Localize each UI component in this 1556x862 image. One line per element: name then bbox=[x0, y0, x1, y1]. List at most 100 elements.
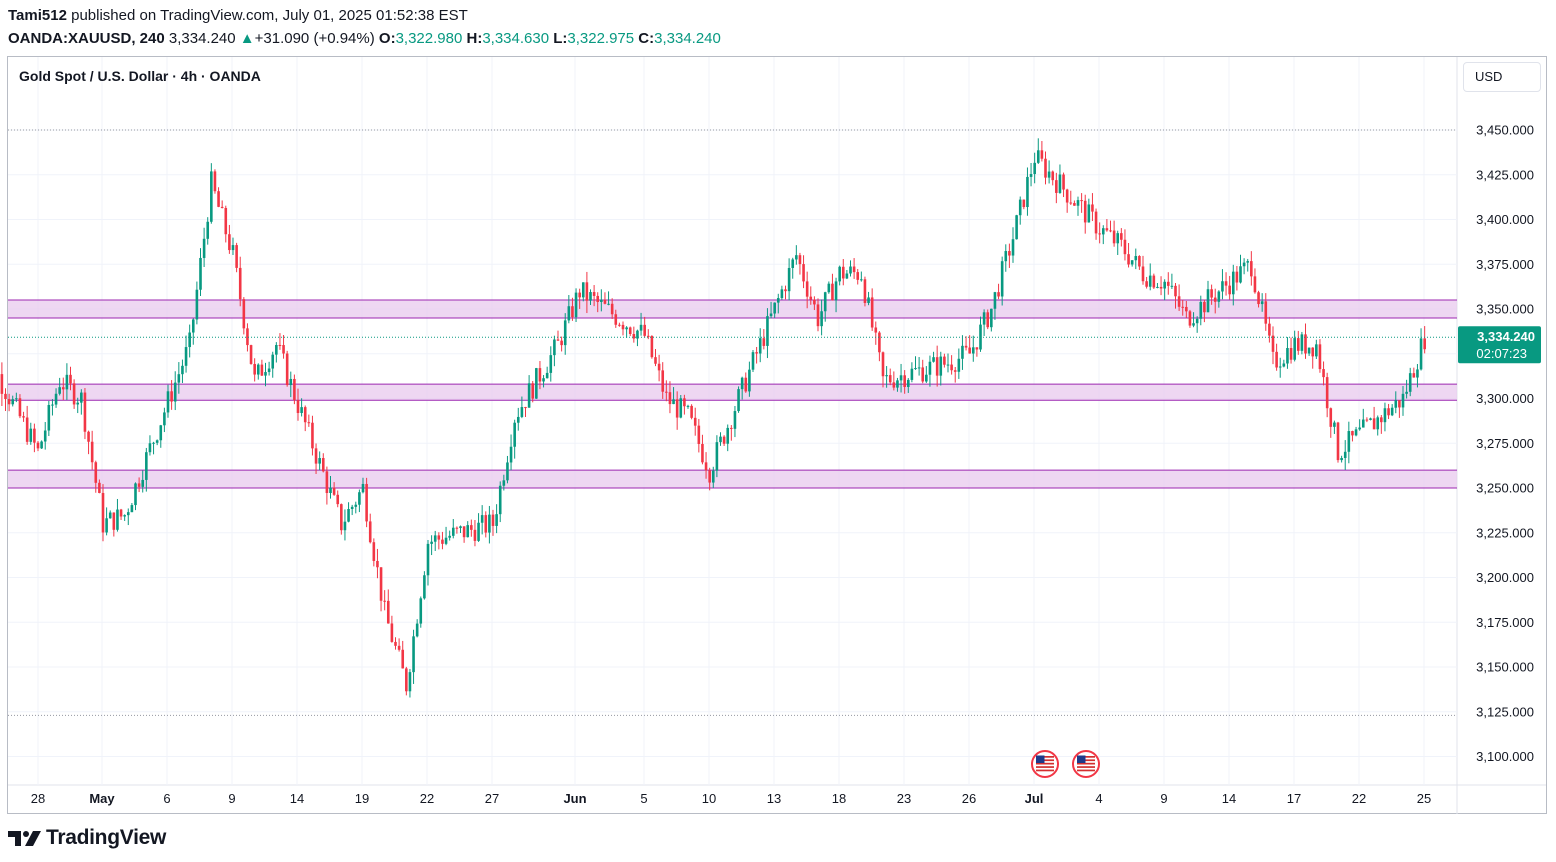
candle-body bbox=[303, 407, 307, 423]
candle-body bbox=[191, 319, 195, 333]
candle-body bbox=[1231, 271, 1235, 295]
candle-body bbox=[1394, 400, 1398, 408]
candle-body bbox=[1044, 158, 1047, 178]
candle-body bbox=[1087, 204, 1091, 223]
candle-body bbox=[329, 487, 332, 494]
candle-body bbox=[1300, 334, 1304, 351]
candle-body bbox=[506, 462, 509, 481]
candle-body bbox=[1123, 239, 1127, 255]
candle-body bbox=[173, 382, 177, 402]
candle-body bbox=[1065, 189, 1069, 203]
candle-body bbox=[1250, 261, 1253, 277]
candle-body bbox=[1235, 271, 1239, 283]
candle-body bbox=[477, 522, 480, 541]
candle-body bbox=[1185, 306, 1188, 312]
time-tick-label: 17 bbox=[1287, 791, 1301, 806]
time-tick-label: 27 bbox=[485, 791, 499, 806]
candle-body bbox=[58, 387, 61, 394]
candle-body bbox=[1145, 281, 1148, 287]
price-tick-label: 3,100.000 bbox=[1476, 749, 1534, 764]
candle-body bbox=[535, 368, 538, 399]
us-flag-icon[interactable] bbox=[1031, 750, 1059, 778]
candle-body bbox=[22, 416, 25, 418]
candle-body bbox=[249, 345, 253, 364]
candle-body bbox=[1159, 286, 1163, 289]
candle-body bbox=[1116, 233, 1120, 244]
candle-body bbox=[621, 324, 625, 330]
candle-body bbox=[61, 387, 65, 390]
candle-body bbox=[849, 266, 852, 274]
candle-body bbox=[914, 368, 917, 370]
candle-body bbox=[98, 482, 101, 493]
candle-body bbox=[1101, 228, 1105, 235]
candle-body bbox=[307, 422, 311, 424]
candle-body bbox=[1109, 230, 1112, 232]
candle-body bbox=[145, 452, 148, 480]
time-tick-label: 9 bbox=[1160, 791, 1167, 806]
price-badge bbox=[1458, 326, 1541, 364]
candle-body bbox=[574, 292, 578, 318]
candle-body bbox=[0, 374, 4, 394]
candle-body bbox=[1336, 422, 1340, 461]
candle-body bbox=[7, 399, 11, 405]
candle-body bbox=[672, 399, 675, 405]
candle-body bbox=[1387, 408, 1390, 416]
flag-stripe bbox=[1036, 769, 1054, 772]
time-tick-label: 9 bbox=[228, 791, 235, 806]
candle-body bbox=[997, 292, 1000, 297]
candle-body bbox=[737, 389, 740, 412]
candle-body bbox=[1286, 348, 1289, 364]
candle-body bbox=[1333, 422, 1336, 427]
candle-body bbox=[625, 327, 628, 330]
low-value: 3,322.975 bbox=[567, 30, 635, 47]
time-tick-label: 22 bbox=[420, 791, 434, 806]
candle-body bbox=[199, 257, 202, 290]
candle-body bbox=[581, 282, 585, 298]
candle-body bbox=[1423, 338, 1426, 350]
candle-body bbox=[636, 330, 639, 339]
candle-body bbox=[990, 308, 993, 328]
time-tick-label: 6 bbox=[163, 791, 170, 806]
candle-body bbox=[448, 535, 451, 538]
candle-body bbox=[1293, 338, 1296, 360]
candle-body bbox=[834, 281, 838, 301]
chart-frame bbox=[7, 56, 1547, 814]
flag-stripe bbox=[1036, 756, 1054, 758]
candle-body bbox=[697, 425, 701, 444]
brand-name: TradingView bbox=[46, 826, 167, 849]
candle-body bbox=[256, 364, 260, 375]
candle-body bbox=[459, 526, 462, 529]
candle-body bbox=[188, 332, 191, 348]
candle-body bbox=[1055, 180, 1058, 193]
time-tick-label: 28 bbox=[31, 791, 45, 806]
author-name[interactable]: Tami512 bbox=[8, 7, 67, 24]
candle-body bbox=[874, 327, 878, 333]
candle-body bbox=[527, 383, 531, 408]
candle-body bbox=[650, 336, 654, 358]
candle-body bbox=[253, 363, 256, 375]
candle-body bbox=[134, 483, 137, 506]
tradingview-logo[interactable]: TradingView bbox=[8, 826, 166, 850]
candle-body bbox=[665, 391, 668, 393]
candle-body bbox=[813, 299, 816, 305]
candle-body bbox=[491, 514, 495, 526]
candle-body bbox=[769, 313, 773, 317]
time-tick-label: 23 bbox=[897, 791, 911, 806]
candle-body bbox=[516, 416, 520, 423]
currency-button[interactable]: USD bbox=[1463, 62, 1541, 92]
candle-body bbox=[932, 357, 935, 362]
candle-body bbox=[267, 368, 271, 373]
candle-body bbox=[708, 470, 711, 483]
candle-body bbox=[1408, 373, 1412, 392]
candle-body bbox=[336, 494, 340, 505]
candle-body bbox=[152, 442, 155, 444]
us-flag-icon[interactable] bbox=[1072, 750, 1100, 778]
candle-body bbox=[462, 526, 466, 538]
candle-body bbox=[1289, 348, 1293, 360]
candle-body bbox=[246, 328, 249, 346]
candle-body bbox=[744, 377, 748, 392]
candle-body bbox=[18, 398, 22, 417]
candle-body bbox=[538, 368, 542, 382]
candle-body bbox=[755, 352, 758, 354]
